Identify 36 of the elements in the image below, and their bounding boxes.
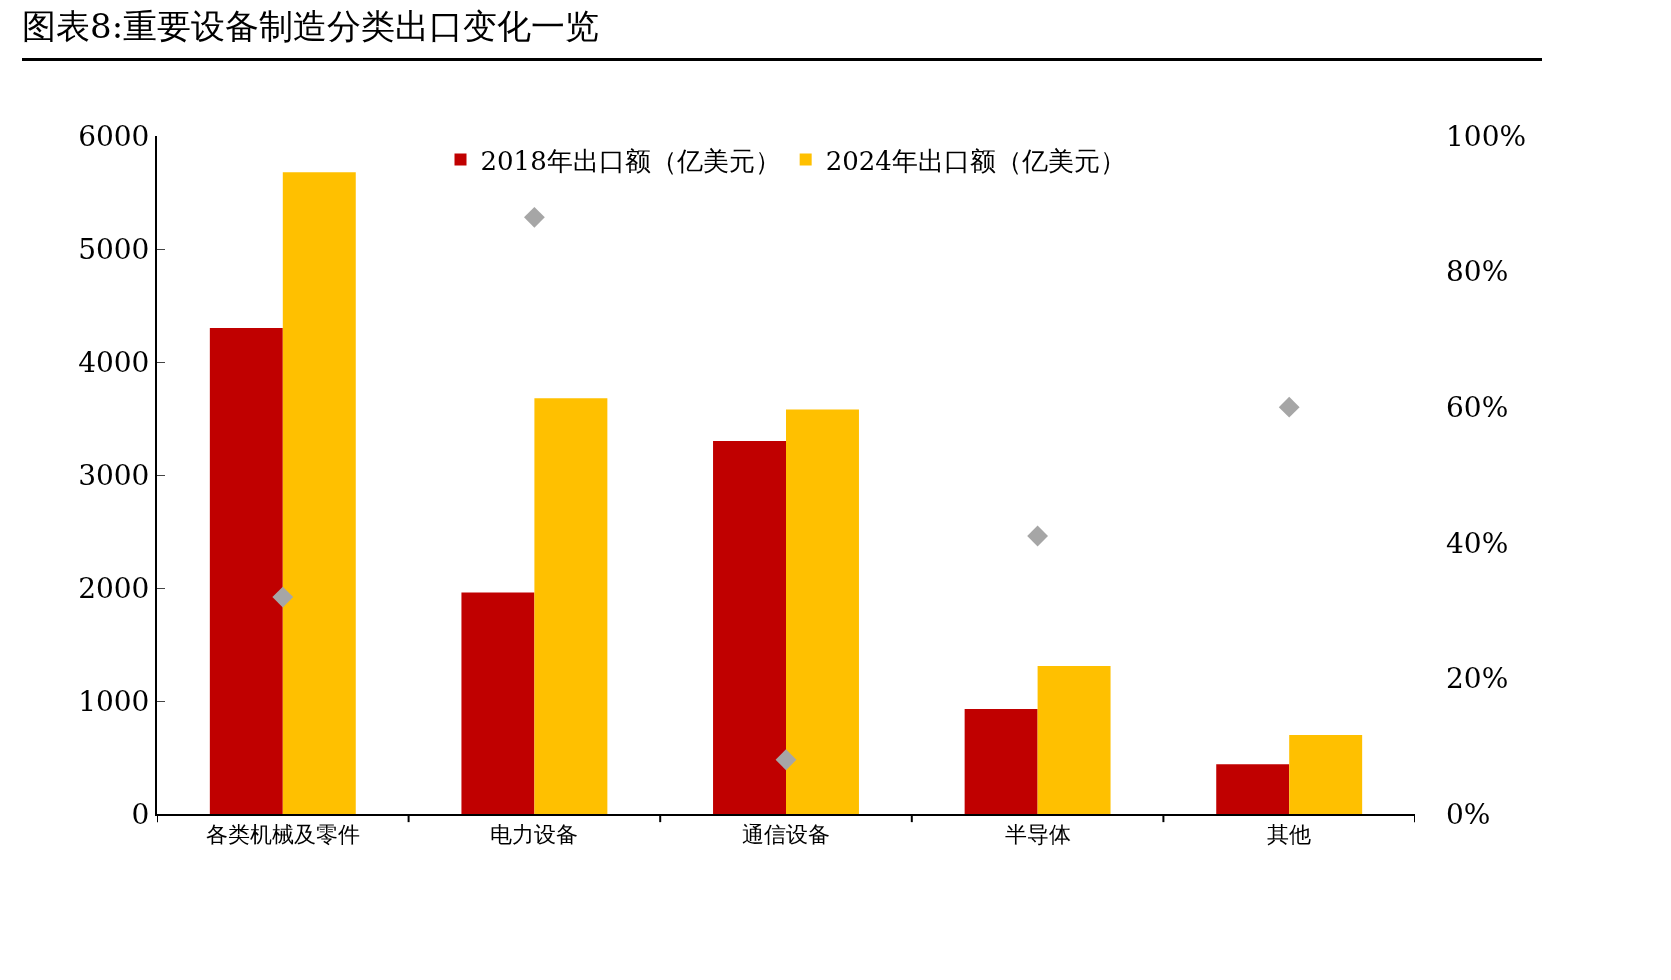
bar [534, 398, 608, 814]
point [524, 206, 545, 228]
y2-tick-label: 100% [1446, 119, 1527, 153]
x-tick-label: 其他 [1267, 822, 1312, 848]
y-tick-label: 6000 [78, 119, 150, 153]
y-tick-label: 3000 [78, 458, 150, 492]
bar [209, 328, 283, 814]
bar [1037, 665, 1111, 814]
legend-label: 2024年出口额（亿美元） [825, 145, 1126, 176]
y-tick-label: 5000 [78, 232, 150, 266]
x-tick-label: 通信设备 [742, 822, 830, 848]
y2-tick-label: 60% [1446, 391, 1509, 424]
point [1027, 525, 1048, 547]
point [272, 586, 294, 608]
bar [964, 708, 1038, 814]
y-tick-label: 0 [131, 797, 150, 831]
point [1278, 396, 1300, 418]
bar [713, 441, 786, 814]
point [775, 749, 797, 771]
y-tick-label: 1000 [78, 684, 150, 718]
y-tick-label: 2000 [78, 571, 150, 605]
y-tick-label: 4000 [78, 345, 150, 379]
y2-tick-label: 20% [1446, 662, 1509, 696]
chart-title: 图表8:重要设备制造分类出口变化一览 [22, 5, 601, 48]
bar [1216, 764, 1290, 814]
bar [461, 592, 535, 814]
y2-tick-label: 0% [1446, 797, 1491, 831]
bar [1289, 734, 1363, 814]
y2-tick-label: 40% [1446, 526, 1509, 560]
x-tick-label: 半导体 [1004, 822, 1071, 848]
x-tick-label: 各类机械及零件 [205, 822, 360, 848]
bar [282, 172, 356, 814]
y2-tick-label: 80% [1446, 255, 1509, 289]
bar [786, 409, 859, 814]
legend-label: 2018年出口额（亿美元） [480, 145, 781, 176]
x-tick-label: 电力设备 [490, 822, 579, 848]
